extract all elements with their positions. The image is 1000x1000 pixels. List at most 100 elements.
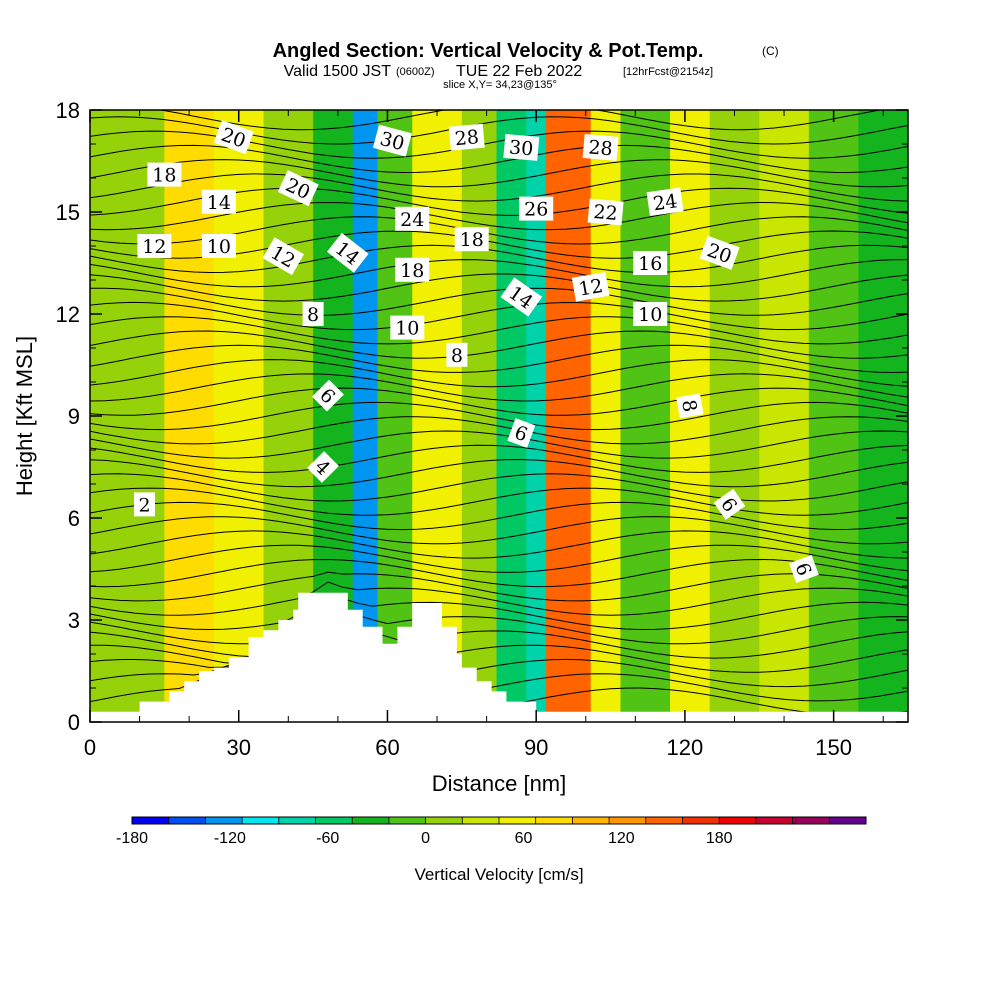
chart-title-badge: (C) [762,44,779,58]
colorbar-swatch-13 [609,817,647,824]
contour-label-bg [137,234,172,258]
potential-temperature-contours [90,110,908,716]
theta-contour-34 [90,201,908,231]
contour-label-text: 24 [652,190,679,215]
vv-column-10 [526,110,547,722]
y-tick-label-5: 15 [56,200,80,225]
chart-subtitle: Valid 1500 JST (0600Z) TUE 22 Feb 2022 [… [284,63,713,80]
contour-label-text: 22 [593,201,619,225]
contour-label-bg [277,170,319,207]
contour-label-text: 24 [400,209,424,231]
theta-contour-23 [90,359,908,388]
y-axis-label: Height [Kft MSL] [12,336,37,496]
contour-label-text: 26 [524,199,548,221]
colorbar-swatch-8 [425,817,463,824]
contour-label-text: 16 [638,253,662,275]
contour-label-bg [213,120,254,155]
vv-column-11 [546,110,592,722]
theta-contour-26 [90,316,908,345]
y-tick-label-6: 18 [56,98,80,123]
colorbar-swatch-11 [535,817,573,824]
contour-label-bg [699,235,740,270]
contour-label-bg [262,237,305,276]
contour-label-bg [519,196,554,221]
contour-label-text: 2 [138,494,150,516]
theta-contour-4 [90,617,908,659]
theta-contour-20 [90,401,908,431]
axes: 0 30 60 90 120 150 0 3 6 9 12 15 18 [56,98,908,760]
subtitle-forecast: [12hrFcst@2154z] [623,66,713,78]
colorbar-swatch-5 [315,817,353,824]
theta-contour-28 [90,287,908,316]
vv-column-16 [759,110,810,722]
theta-contour-11 [90,530,908,559]
theta-contour-8 [90,571,908,602]
colorbar-swatch-10 [499,817,536,824]
contour-label-bg [312,379,344,412]
contour-label-22: 8 [302,302,324,326]
contour-label-27: 8 [676,393,704,419]
contour-label-text: 28 [588,136,614,160]
theta-contour-38 [90,144,908,174]
theta-contour-18 [90,430,908,459]
theta-contour-30 [90,259,908,288]
theta-contour-21 [90,387,908,416]
contour-label-text: 8 [677,398,701,414]
contour-label-24: 10 [633,302,668,326]
colorbar: -180 -120 -60 0 60 120 180 [116,816,867,847]
contour-label-bg [587,198,624,226]
colorbar-label: Vertical Velocity [cm/s] [414,865,583,884]
contour-label-bg [307,451,339,483]
theta-contour-17 [90,444,908,473]
colorbar-tick-1: -120 [214,830,246,847]
colorbar-swatch-1 [168,817,206,824]
theta-contour-27 [90,301,908,331]
contour-label-bg [448,123,485,151]
contour-label-19: 12 [571,272,610,302]
contour-label-bg [507,418,536,448]
contour-label-bg [571,272,610,302]
contour-label-text: 18 [400,260,424,282]
contour-label-bg [201,234,236,258]
theta-contour-12 [90,516,908,545]
colorbar-swatch-17 [755,817,793,824]
colorbar-swatch-14 [645,817,683,824]
colorbar-tick-0: -180 [116,830,148,847]
contour-label-bg [789,555,819,583]
vv-column-17 [808,110,859,722]
theta-contour-15 [90,473,908,502]
theta-contour-29 [90,273,908,302]
contour-label-bg [327,232,369,273]
contour-label-bg [500,277,543,317]
contour-label-text: 10 [207,236,231,258]
contour-label-text: 12 [142,236,166,258]
theta-contour-3 [90,625,908,673]
contour-label-28: 6 [507,418,536,448]
contour-label-text: 12 [577,275,605,301]
colorbar-swatch-7 [388,817,426,824]
contour-label-10: 30 [503,133,540,161]
contour-label-text: 14 [207,192,231,214]
x-tick-label-5: 150 [815,735,852,760]
chart-title: Angled Section: Vertical Velocity & Pot.… [273,40,704,62]
theta-contour-14 [90,487,908,516]
colorbar-tick-3: 0 [421,830,430,847]
colorbar-tick-5: 120 [608,830,635,847]
contour-label-5: 10 [201,234,236,258]
contour-label-32: 6 [789,555,819,583]
contour-label-text: 18 [152,165,176,187]
colorbar-swatch-9 [462,817,500,824]
theta-contour-25 [90,330,908,359]
contour-label-bg [395,257,430,282]
contour-label-text: 18 [460,229,484,251]
contour-label-text: 10 [395,318,419,340]
terrain [90,592,908,722]
contour-label-4: 12 [137,234,172,258]
theta-contour-6 [90,593,908,631]
contour-label-31: 6 [713,488,746,520]
contour-label-16: 18 [454,227,489,252]
contour-label-bg [134,492,155,517]
contour-label-30: 2 [134,492,155,517]
